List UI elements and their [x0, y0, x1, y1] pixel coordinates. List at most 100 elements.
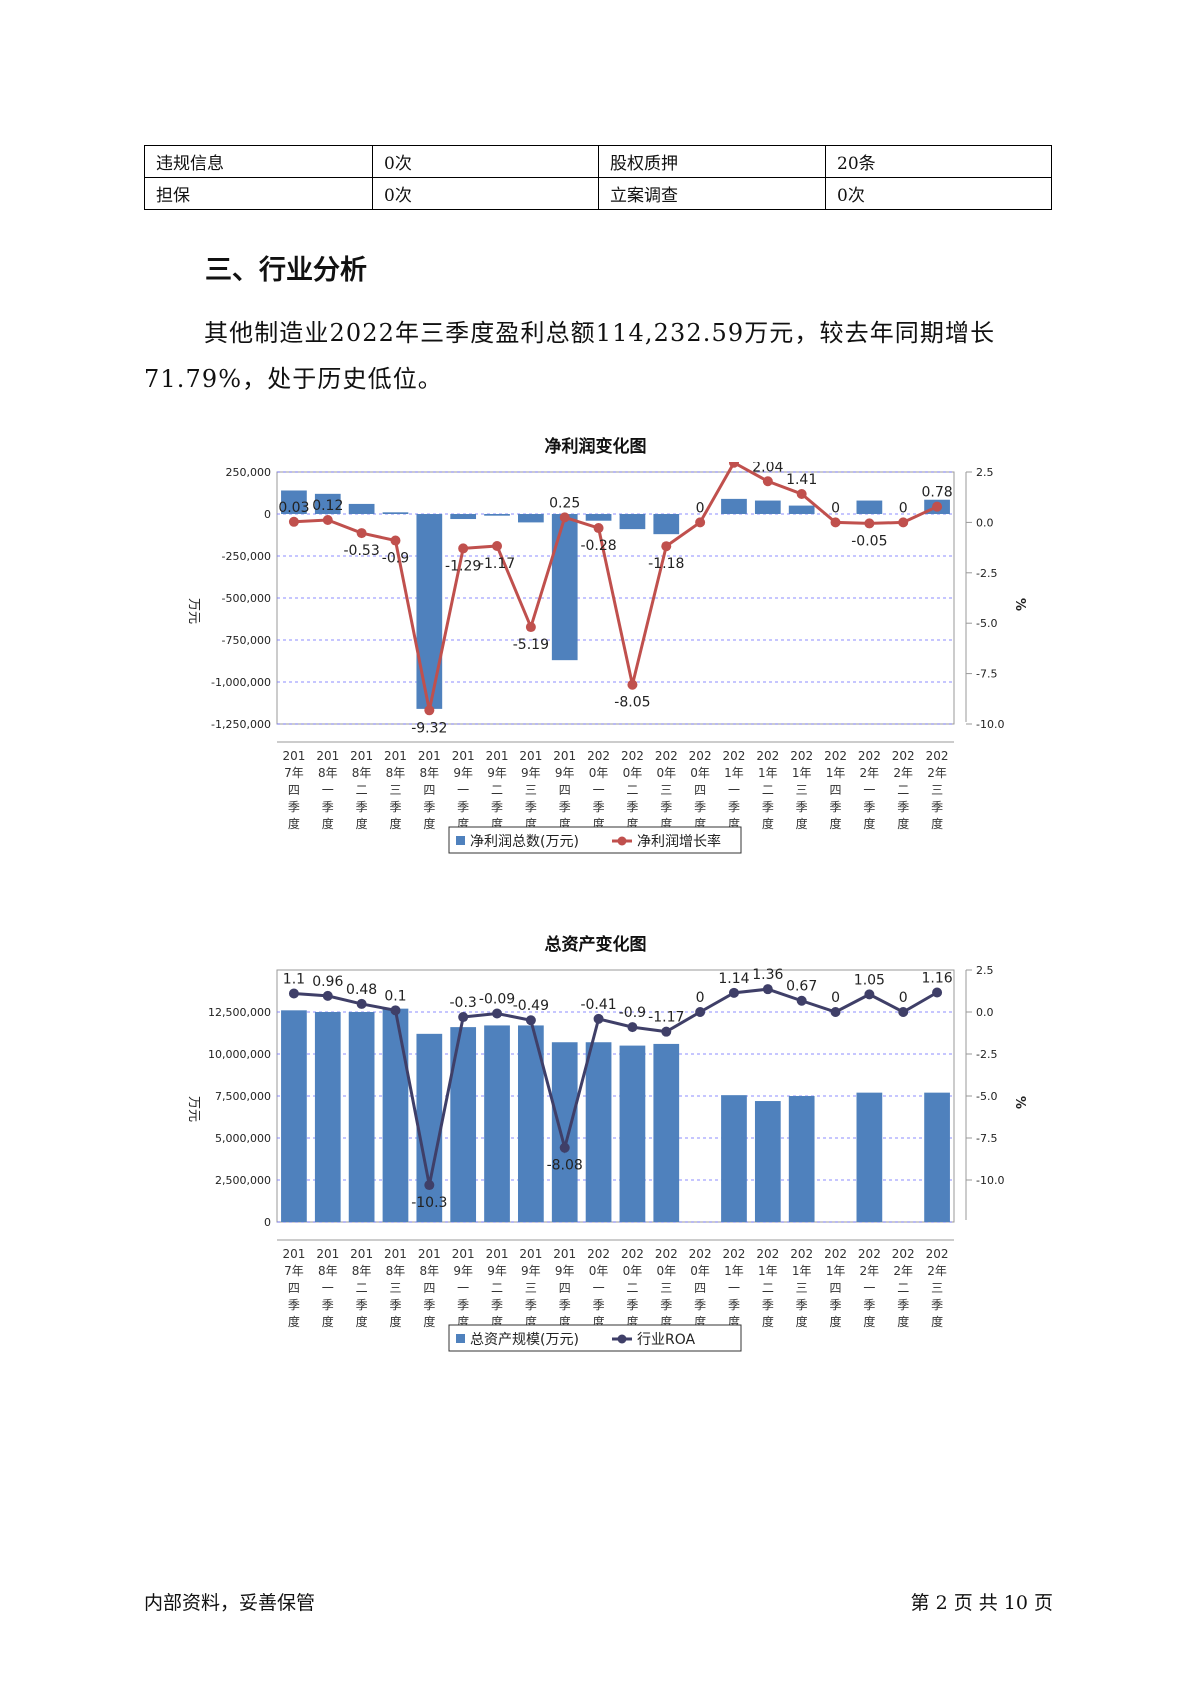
y-tick-label: 12,500,000	[208, 1006, 271, 1019]
x-tick-label: 201 9年二季度	[486, 749, 509, 831]
x-tick-label: 201 9年四季度	[553, 749, 576, 831]
bar	[348, 1012, 375, 1222]
line-point	[830, 1007, 841, 1017]
data-label: 1.16	[921, 971, 952, 987]
bar	[382, 1008, 409, 1222]
data-label: 0	[831, 990, 840, 1006]
line-point	[322, 514, 333, 525]
line-point	[695, 1007, 706, 1017]
series-line	[293, 462, 938, 711]
x-tick-label: 201 9年二季度	[486, 1247, 509, 1329]
y-tick-label: -250,000	[222, 550, 271, 563]
x-tick-label: 201 8年二季度	[350, 1247, 373, 1329]
x-tick-label: 202 0年二季度	[621, 749, 644, 831]
y2-tick-label: -2.5	[976, 567, 997, 580]
y-tick-label: -500,000	[222, 592, 271, 605]
table-row: 违规信息 0次 股权质押 20条	[144, 145, 1052, 178]
line-point	[627, 679, 638, 690]
x-tick-label: 202 0年二季度	[621, 1247, 644, 1329]
line-point	[898, 1007, 909, 1017]
data-label: -1.29	[445, 558, 481, 574]
bar	[314, 1012, 341, 1222]
x-tick-label: 201 9年一季度	[452, 749, 475, 831]
bar	[619, 1045, 646, 1222]
line-point	[864, 989, 875, 1000]
x-tick-label: 202 1年二季度	[756, 1247, 779, 1329]
bar	[518, 514, 544, 523]
y-tick-label: 250,000	[226, 466, 272, 479]
data-label: 0	[696, 990, 705, 1006]
line-point	[762, 476, 773, 487]
table-cell: 20条	[825, 145, 1052, 178]
legend-bar-swatch	[456, 836, 465, 845]
line-point	[728, 987, 739, 998]
legend-label: 总资产规模(万元)	[470, 1332, 579, 1348]
bar	[314, 493, 341, 514]
total-assets-chart: 0 2,500,000 5,000,000 7,500,000 10,000,000 12…	[186, 964, 1027, 1352]
data-label: -1.17	[648, 1010, 684, 1026]
legend-label: 行业ROA	[637, 1332, 696, 1348]
x-tick-label: 201 8年三季度	[384, 749, 407, 831]
line-point	[593, 1013, 604, 1024]
table-cell: 0次	[825, 177, 1052, 210]
legend-label: 净利润总数(万元)	[470, 834, 579, 850]
line-point	[322, 990, 333, 1001]
bar	[754, 500, 781, 514]
line-point	[356, 528, 367, 539]
x-tick-label: 202 0年四季度	[689, 1247, 712, 1329]
line-point	[492, 1008, 503, 1019]
x-tick-label: 202 1年一季度	[723, 749, 746, 831]
data-label: 2.04	[752, 462, 783, 475]
data-label: 0	[696, 500, 705, 516]
table-cell: 立案调查	[598, 177, 826, 210]
x-tick-label: 201 8年二季度	[350, 749, 373, 831]
bar	[281, 1010, 307, 1222]
line-point	[356, 998, 367, 1009]
line-point	[864, 518, 875, 529]
x-tick-label: 201 9年三季度	[519, 1247, 542, 1329]
y-axis-title: 万元	[186, 1096, 201, 1122]
line-point	[830, 517, 841, 528]
table-row: 担保 0次 立案调查 0次	[144, 177, 1052, 210]
table-cell: 股权质押	[598, 145, 826, 178]
y-tick-label: 0	[264, 508, 271, 521]
section-paragraph: 其他制造业2022年三季度盈利总额114,232.59万元，较去年同期增长71.…	[144, 319, 996, 393]
bar	[856, 1092, 883, 1222]
data-label: -10.3	[411, 1195, 447, 1211]
data-label: 0.96	[312, 974, 343, 990]
x-tick-label: 202 2年二季度	[892, 749, 915, 831]
y-tick-label: -1,000,000	[211, 676, 271, 689]
legend-box	[448, 826, 742, 854]
section-title: 三、行业分析	[205, 255, 367, 286]
line-point	[661, 1026, 672, 1037]
bar	[416, 514, 443, 709]
y2-tick-label: -2.5	[976, 1048, 997, 1061]
legend-bar-swatch	[456, 1334, 465, 1343]
line-point	[390, 1005, 401, 1016]
x-tick-label: 202 1年二季度	[756, 749, 779, 831]
bar	[551, 1042, 578, 1222]
data-label: 1.36	[752, 967, 783, 983]
line-point	[932, 501, 943, 512]
info-table: 违规信息 0次 股权质押 20条 担保 0次 立案调查 0次	[144, 145, 1052, 210]
line-point	[762, 984, 773, 995]
x-tick-label: 201 9年三季度	[519, 749, 542, 831]
data-label: -0.41	[580, 997, 616, 1013]
footer-confidential: 内部资料，妥善保管	[144, 1592, 316, 1614]
bar	[721, 1095, 747, 1222]
data-label: -1.17	[479, 556, 515, 572]
bar	[416, 1033, 443, 1222]
line-point	[288, 516, 299, 527]
data-label: -1.18	[648, 556, 684, 572]
table-cell: 0次	[372, 177, 599, 210]
x-tick-label: 201 8年一季度	[316, 1247, 339, 1329]
bar	[653, 1043, 680, 1222]
y2-tick-label: 0.0	[976, 516, 994, 529]
data-label: -0.05	[851, 533, 887, 549]
bar	[281, 490, 307, 514]
data-label: -0.09	[479, 992, 515, 1008]
line-point	[796, 488, 807, 499]
y2-tick-label: -5.0	[976, 617, 997, 630]
y2-tick-label: -5.0	[976, 1090, 997, 1103]
legend-line-marker	[617, 1334, 627, 1344]
